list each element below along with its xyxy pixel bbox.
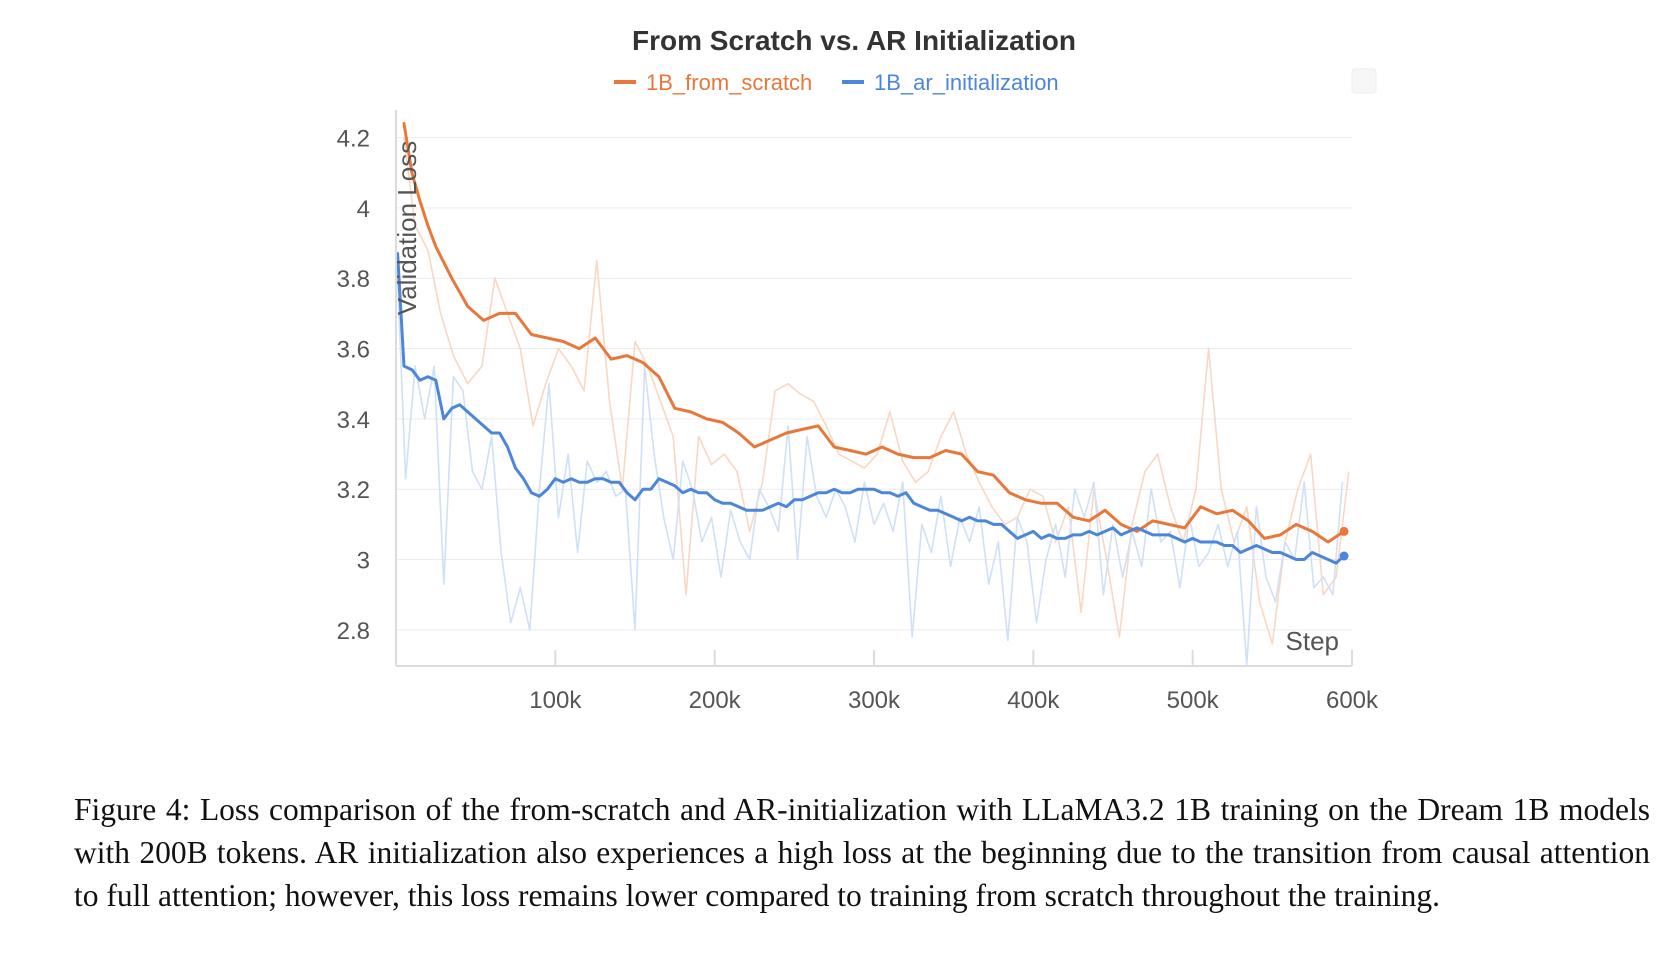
y-tick-label: 4.2 xyxy=(337,126,370,153)
raw-series-lines xyxy=(396,137,1350,666)
grid-lines xyxy=(396,137,1352,631)
axes xyxy=(395,110,1353,667)
y-tick-label: 3.8 xyxy=(337,266,370,293)
x-tick-label: 100k xyxy=(529,687,582,714)
smoothed-series-lines xyxy=(396,122,1346,565)
series-line-ar-initialization xyxy=(396,252,1346,565)
y-axis-label: Validation Loss xyxy=(392,141,422,315)
y-tick-label: 4 xyxy=(357,196,370,223)
x-tick-label: 400k xyxy=(1007,687,1060,714)
x-tick-label: 200k xyxy=(689,687,742,714)
chart-canvas: From Scratch vs. AR Initialization 1B_fr… xyxy=(337,25,1379,714)
raw-line-from-scratch xyxy=(403,137,1350,645)
end-point-from-scratch xyxy=(1339,526,1349,536)
y-tick-label: 3.4 xyxy=(337,407,370,434)
chart-title: From Scratch vs. AR Initialization xyxy=(632,25,1076,56)
x-axis-label: Step xyxy=(1286,626,1340,656)
y-axis-tick-labels: 2.8 3 3.2 3.4 3.6 3.8 4 4.2 xyxy=(337,126,370,645)
legend: 1B_from_scratch 1B_ar_initialization xyxy=(614,70,1059,95)
end-point-ar-initialization xyxy=(1339,551,1349,561)
figure-caption: Figure 4: Loss comparison of the from-sc… xyxy=(74,792,1650,913)
legend-label-from-scratch: 1B_from_scratch xyxy=(646,70,812,95)
series-end-markers xyxy=(1339,526,1349,561)
raw-line-ar-initialization xyxy=(396,278,1344,666)
y-tick-label: 3.6 xyxy=(337,337,370,364)
x-tick-label: 300k xyxy=(848,687,901,714)
legend-label-ar-initialization: 1B_ar_initialization xyxy=(874,70,1059,95)
chart-figure: From Scratch vs. AR Initialization 1B_fr… xyxy=(337,25,1379,714)
y-tick-label: 3 xyxy=(357,548,370,575)
y-tick-label: 2.8 xyxy=(337,618,370,645)
series-line-from-scratch xyxy=(402,122,1346,544)
x-tick-label: 600k xyxy=(1326,687,1379,714)
toolbar-square-icon[interactable] xyxy=(1351,68,1377,94)
y-tick-label: 3.2 xyxy=(337,477,370,504)
x-tick-label: 500k xyxy=(1167,687,1220,714)
x-axis-tick-labels: 100k 200k 300k 400k 500k 600k xyxy=(529,687,1379,714)
